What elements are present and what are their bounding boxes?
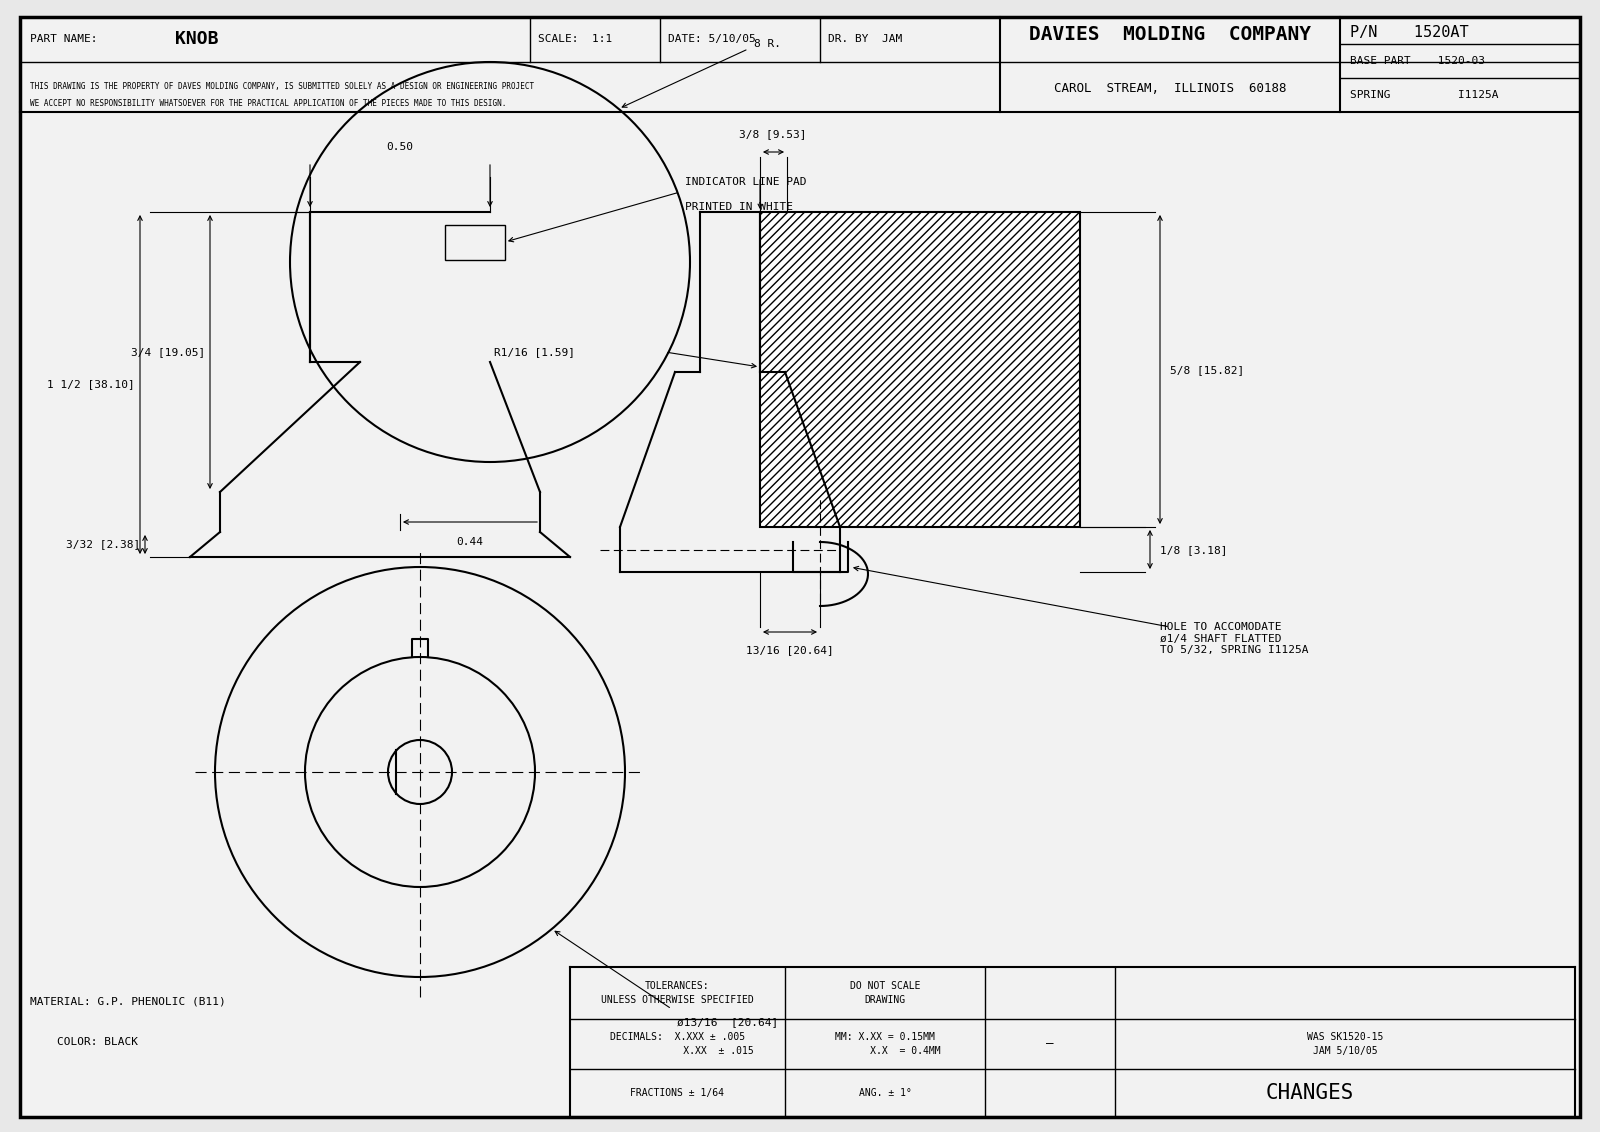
Text: P/N    1520AT: P/N 1520AT <box>1350 25 1469 40</box>
Text: 5/8 [15.82]: 5/8 [15.82] <box>1170 365 1245 375</box>
Text: DAVIES  MOLDING  COMPANY: DAVIES MOLDING COMPANY <box>1029 26 1310 44</box>
Text: ø13/16  [20.64]: ø13/16 [20.64] <box>677 1017 778 1027</box>
Text: SCALE:  1:1: SCALE: 1:1 <box>538 34 613 44</box>
Text: CHANGES: CHANGES <box>1266 1083 1354 1103</box>
Bar <box>445 224 506 259</box>
Text: COLOR: BLACK: COLOR: BLACK <box>30 1037 138 1047</box>
Text: R1/16 [1.59]: R1/16 [1.59] <box>494 348 574 357</box>
Text: PRINTED IN WHITE: PRINTED IN WHITE <box>685 201 794 212</box>
Text: FRACTIONS ± 1/64: FRACTIONS ± 1/64 <box>630 1088 725 1098</box>
Text: BASE PART    1520-03: BASE PART 1520-03 <box>1350 55 1485 66</box>
Text: 3/8 [9.53]: 3/8 [9.53] <box>739 129 806 139</box>
Text: DO NOT SCALE
DRAWING: DO NOT SCALE DRAWING <box>850 981 920 1005</box>
Text: 1/8 [3.18]: 1/8 [3.18] <box>1160 544 1227 555</box>
Text: DECIMALS:  X.XXX ± .005
              X.XX  ± .015: DECIMALS: X.XXX ± .005 X.XX ± .015 <box>602 1032 754 1056</box>
Text: 0.44: 0.44 <box>456 537 483 547</box>
Text: HOLE TO ACCOMODATE
ø1/4 SHAFT FLATTED
TO 5/32, SPRING I1125A: HOLE TO ACCOMODATE ø1/4 SHAFT FLATTED TO… <box>1160 621 1309 655</box>
Text: KNOB: KNOB <box>174 31 219 48</box>
Text: SPRING          I1125A: SPRING I1125A <box>1350 91 1499 100</box>
Text: 13/16 [20.64]: 13/16 [20.64] <box>746 645 834 655</box>
Text: 0.50: 0.50 <box>387 142 413 152</box>
Text: CAROL  STREAM,  ILLINOIS  60188: CAROL STREAM, ILLINOIS 60188 <box>1054 83 1286 95</box>
Text: 3/32 [2.38]: 3/32 [2.38] <box>66 540 141 549</box>
Text: WE ACCEPT NO RESPONSIBILITY WHATSOEVER FOR THE PRACTICAL APPLICATION OF THE PIEC: WE ACCEPT NO RESPONSIBILITY WHATSOEVER F… <box>30 100 506 109</box>
Text: TOLERANCES:
UNLESS OTHERWISE SPECIFIED: TOLERANCES: UNLESS OTHERWISE SPECIFIED <box>602 981 754 1005</box>
Text: 8 R.: 8 R. <box>754 38 781 49</box>
Text: INDICATOR LINE PAD: INDICATOR LINE PAD <box>685 177 806 187</box>
Text: 1 1/2 [38.10]: 1 1/2 [38.10] <box>48 379 134 389</box>
Text: ANG. ± 1°: ANG. ± 1° <box>859 1088 912 1098</box>
Bar <box>760 212 1080 528</box>
Text: DR. BY  JAM: DR. BY JAM <box>829 34 902 44</box>
Text: MATERIAL: G.P. PHENOLIC (B11): MATERIAL: G.P. PHENOLIC (B11) <box>30 997 226 1007</box>
Text: THIS DRAWING IS THE PROPERTY OF DAVES MOLDING COMPANY, IS SUBMITTED SOLELY AS A : THIS DRAWING IS THE PROPERTY OF DAVES MO… <box>30 83 534 92</box>
Text: 3/4 [19.05]: 3/4 [19.05] <box>131 348 205 357</box>
Text: MM: X.XX = 0.15MM
       X.X  = 0.4MM: MM: X.XX = 0.15MM X.X = 0.4MM <box>829 1032 941 1056</box>
Text: PART NAME:: PART NAME: <box>30 34 98 44</box>
Text: DATE: 5/10/05: DATE: 5/10/05 <box>669 34 755 44</box>
Text: WAS SK1520-15
JAM 5/10/05: WAS SK1520-15 JAM 5/10/05 <box>1307 1032 1382 1056</box>
Text: –: – <box>1046 1038 1054 1050</box>
